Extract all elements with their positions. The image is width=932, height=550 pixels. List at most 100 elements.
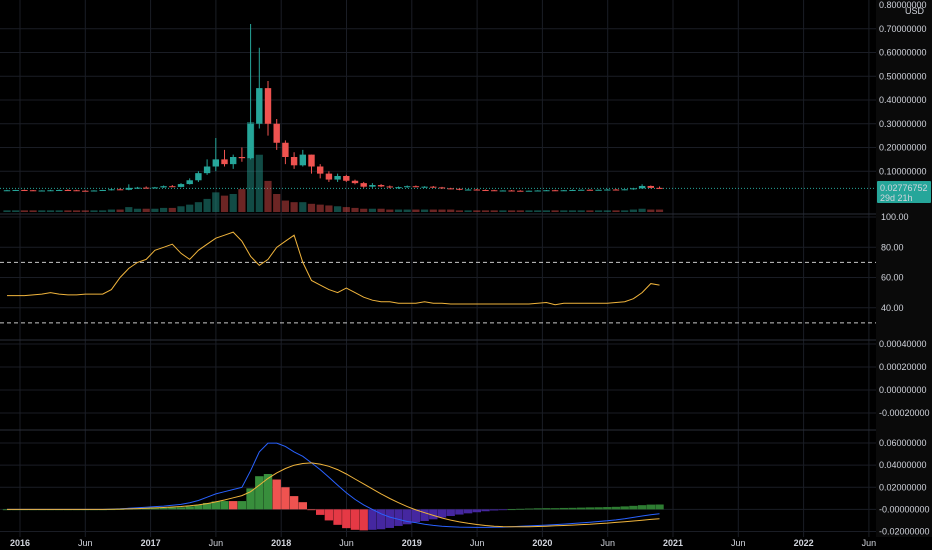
candle-body <box>595 189 602 191</box>
volume-bar <box>508 210 516 212</box>
volume-bar <box>560 210 568 212</box>
volume-bar <box>568 210 577 212</box>
volume-bar <box>247 122 255 212</box>
candle-body <box>534 190 541 192</box>
candle-body <box>247 123 254 159</box>
volume-bar <box>133 208 142 212</box>
volume-bar <box>46 210 55 212</box>
macd-histogram-bar <box>368 509 377 530</box>
time-label: 2018 <box>271 538 291 548</box>
candle-body <box>230 157 237 165</box>
macd-histogram-bar <box>507 509 516 511</box>
candle-body <box>108 189 115 191</box>
macd-histogram-bar <box>298 502 307 510</box>
indicator-tick-label: -0.00020000 <box>879 408 930 418</box>
macd-histogram-bar <box>490 509 499 511</box>
macd-histogram-bar <box>646 504 655 510</box>
volume-bar <box>160 207 168 212</box>
macd-histogram-bar <box>559 507 568 510</box>
price-pane[interactable] <box>0 24 876 192</box>
volume-bar <box>238 189 246 212</box>
countdown-label: 29d 21h <box>880 193 913 203</box>
price-tick-label: 0.60000000 <box>879 48 927 58</box>
macd-histogram-bar <box>333 509 342 525</box>
indicator-tick-label: 0.00040000 <box>879 339 927 349</box>
price-tick-label: 0.50000000 <box>879 71 927 81</box>
candle-body <box>143 187 150 189</box>
macd-histogram-bar <box>411 509 421 523</box>
macd-histogram-bar <box>446 509 455 516</box>
candle-body <box>282 142 289 157</box>
candle-body <box>412 186 420 188</box>
candle-body <box>203 166 211 174</box>
candle-body <box>186 180 193 185</box>
rsi-tick-label: 80.00 <box>881 242 904 252</box>
candle-body <box>386 186 393 188</box>
candle-body <box>99 190 106 192</box>
macd-histogram-bar <box>437 509 447 518</box>
candle-body <box>517 190 524 192</box>
volume-bar <box>586 210 594 212</box>
macd-histogram-bar <box>350 509 360 530</box>
candle-body <box>499 190 507 192</box>
macd-histogram-bar <box>385 509 394 528</box>
candle-body <box>638 185 646 189</box>
volume-bar <box>255 154 263 212</box>
macd-histogram-bar <box>272 479 281 510</box>
volume-bar <box>447 209 455 212</box>
candle-body <box>256 88 263 124</box>
volume-bar <box>655 209 664 212</box>
candle-body <box>543 190 550 192</box>
grid-lines <box>0 0 876 537</box>
candle-body <box>482 190 489 192</box>
volume-bar <box>421 209 429 212</box>
rsi-pane[interactable] <box>0 231 876 324</box>
macd-histogram-bar <box>403 509 412 525</box>
macd-histogram-bar <box>655 504 664 510</box>
volume-bar <box>55 210 63 212</box>
macd-pane[interactable] <box>2 442 664 531</box>
time-scale[interactable]: 2016 Jun 2017 Jun 2018 Jun 2019 Jun 2020 Jun 2021 J… <box>0 537 932 550</box>
candle-body <box>612 189 620 191</box>
volume-bar <box>490 210 498 212</box>
macd-histogram-bar <box>455 509 464 515</box>
candle-body <box>47 190 54 192</box>
candle-body <box>82 190 89 192</box>
time-scale-background <box>0 537 932 550</box>
time-label: 2020 <box>532 538 552 548</box>
price-scale-background <box>876 0 932 537</box>
price-scale[interactable]: USD 0.10000000 0.20000000 0.30000000 0.4000… <box>876 0 932 537</box>
candle-body <box>308 154 315 167</box>
price-tick-label: 0.80000000 <box>879 0 927 10</box>
candle-body <box>177 184 185 187</box>
macd-tick-label: 0.06000000 <box>879 438 927 448</box>
macd-histogram-bar <box>420 509 429 521</box>
macd-histogram-bar <box>376 509 386 530</box>
macd-histogram-bar <box>202 502 212 510</box>
candle-body <box>125 187 132 190</box>
candle-body <box>64 190 72 192</box>
volume-bar <box>194 202 202 212</box>
volume-bar <box>142 208 150 212</box>
macd-histogram-bar <box>168 507 177 510</box>
candle-body <box>621 189 628 191</box>
volume-bar <box>273 194 281 212</box>
macd-histogram-bar <box>542 508 551 510</box>
volume-bar <box>595 210 603 212</box>
macd-histogram-bar <box>342 509 351 529</box>
candle-body <box>38 190 45 192</box>
time-label: Jun <box>78 538 93 548</box>
volume-bar <box>107 209 115 212</box>
price-tick-label: 0.10000000 <box>879 166 927 176</box>
volume-bar <box>386 209 394 212</box>
candle-body <box>447 188 454 190</box>
volume-bar <box>168 207 176 212</box>
candle-body <box>586 189 594 191</box>
macd-histogram-bar <box>603 507 612 510</box>
candle-body <box>195 173 202 181</box>
candle-body <box>569 190 576 192</box>
volume-bar <box>281 200 289 212</box>
macd-histogram-bar <box>533 508 542 510</box>
time-label: 2021 <box>663 538 683 548</box>
